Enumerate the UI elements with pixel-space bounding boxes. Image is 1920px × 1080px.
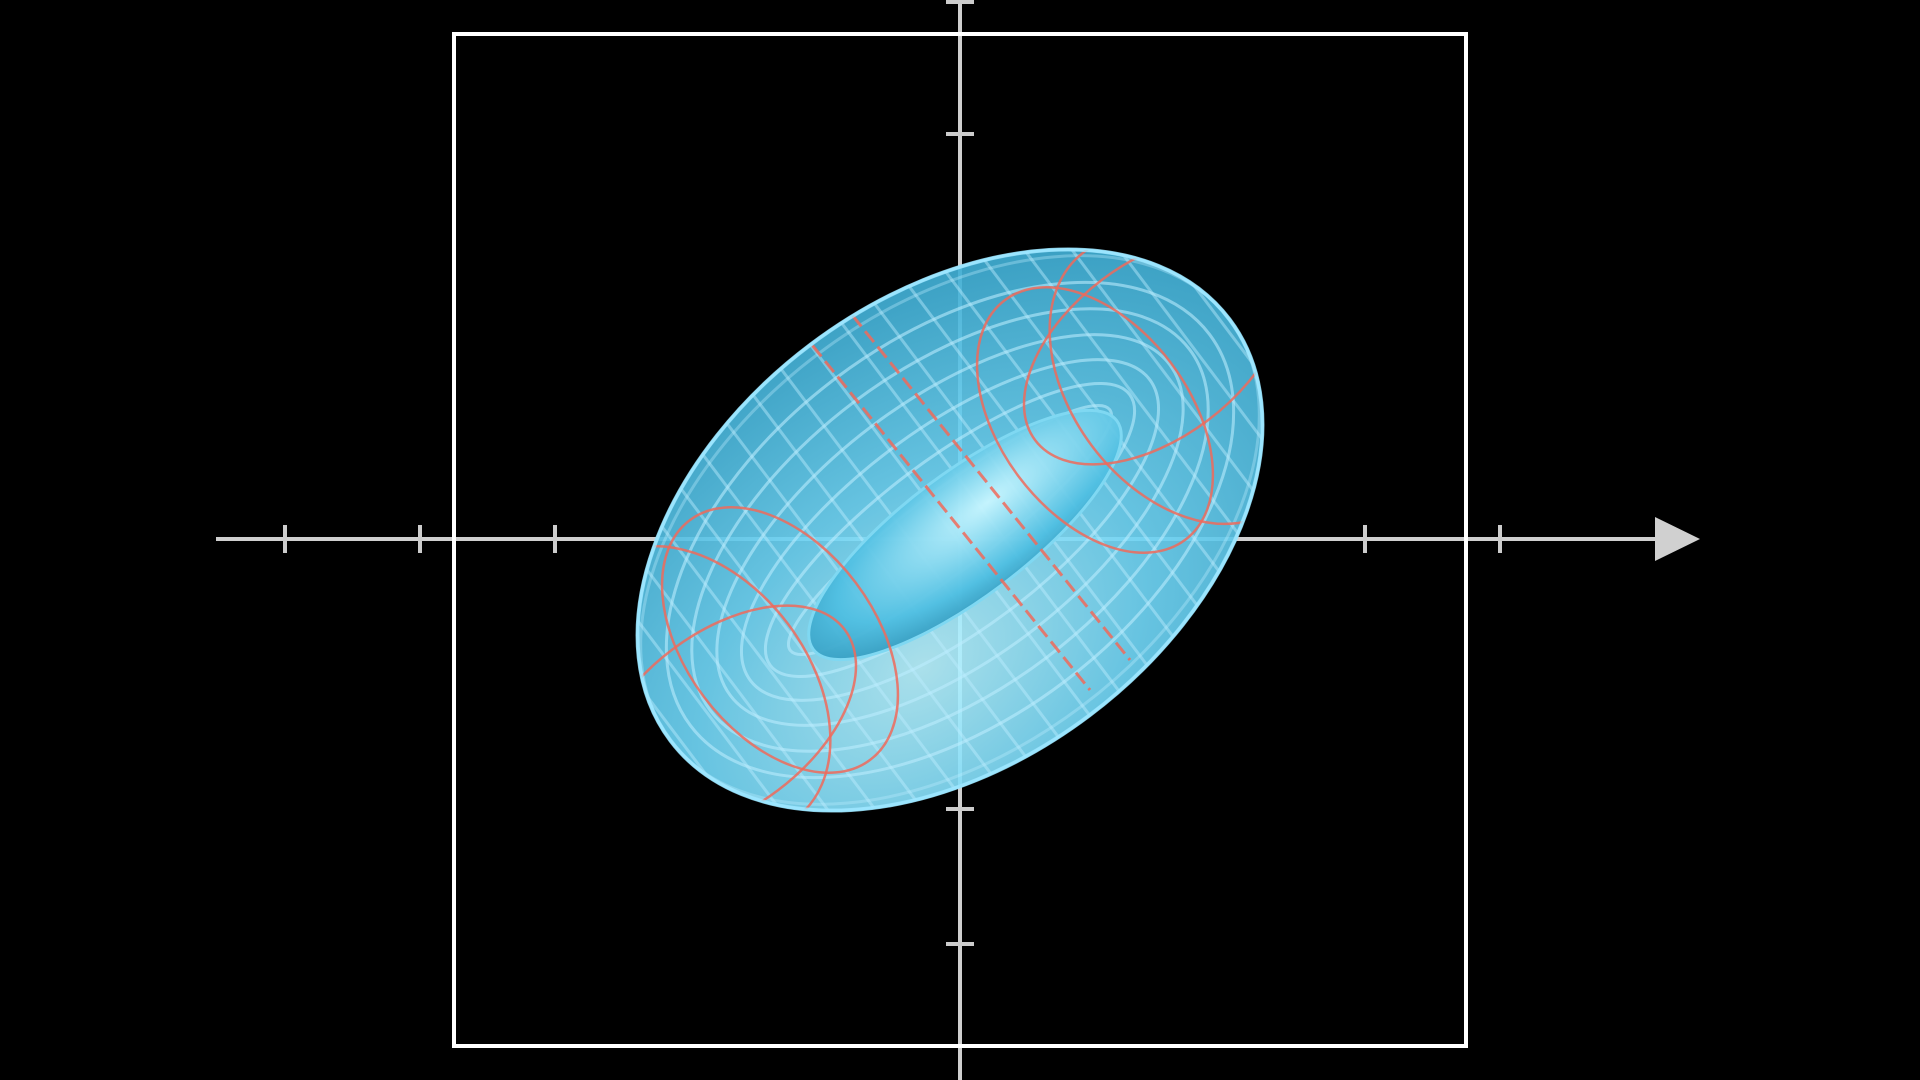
mesh-line (530, 399, 931, 926)
mesh-ring (739, 358, 1161, 702)
mesh-ring (690, 307, 1210, 753)
mesh-ring (715, 333, 1185, 727)
red-curve (975, 286, 1215, 554)
red-band-line (798, 329, 1092, 691)
axis-ticks (283, 0, 1502, 946)
mesh-ring (715, 333, 1185, 727)
x-axis-arrowhead (1655, 517, 1700, 561)
mesh-ring (690, 307, 1210, 753)
torus-outline (635, 247, 1265, 813)
mesh-ring (739, 358, 1161, 702)
mesh-ring (664, 280, 1236, 780)
red-curve (660, 506, 900, 774)
red-band-line (838, 299, 1132, 661)
mesh-line (969, 134, 1370, 661)
mesh-ring (664, 280, 1236, 780)
torus-surface (530, 134, 1370, 926)
bounding-frame (452, 32, 1468, 1048)
